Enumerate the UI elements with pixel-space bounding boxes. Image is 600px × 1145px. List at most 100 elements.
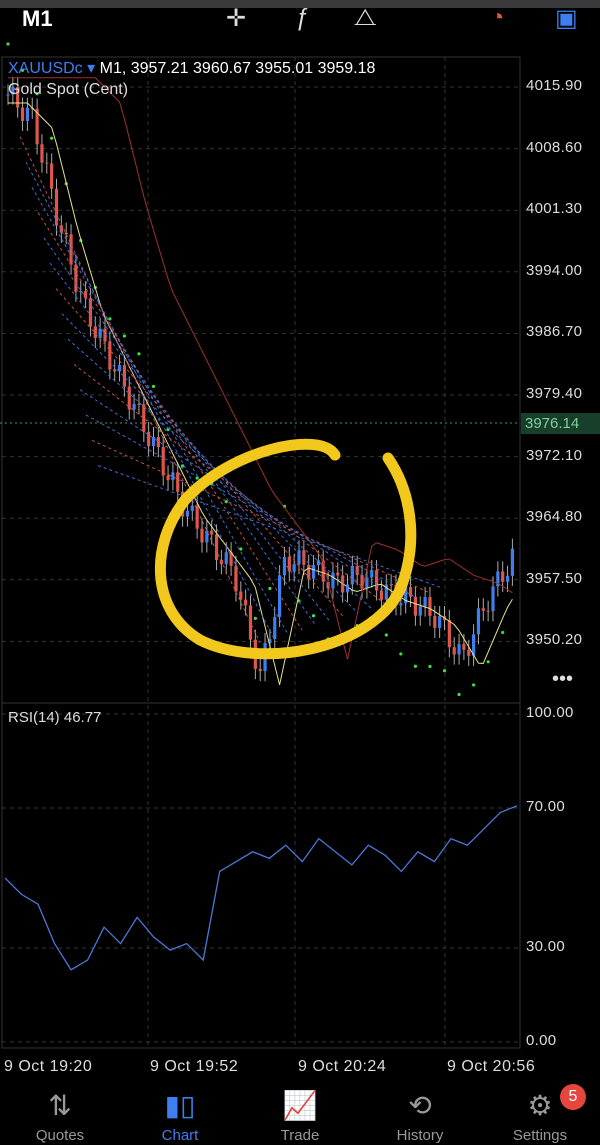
candle (151, 437, 156, 447)
nav-chart[interactable]: ▮▯ Chart (120, 1085, 240, 1144)
candle (88, 298, 93, 327)
trend-line (31, 187, 289, 635)
candle (292, 564, 296, 572)
candle (108, 341, 112, 370)
candle (326, 581, 330, 589)
hand-drawn-circle-annotation (154, 438, 417, 660)
clock-icon[interactable]: ◔ (490, 4, 505, 31)
candle (176, 472, 180, 492)
candle (6, 94, 10, 96)
nav-label: Chart (161, 1127, 199, 1144)
sar-dot (122, 334, 126, 338)
more-icon[interactable]: ••• (552, 668, 574, 690)
indicators-icon[interactable]: ƒ (295, 4, 309, 31)
nav-settings[interactable]: ⚙ Settings (480, 1085, 600, 1144)
candle (501, 571, 505, 582)
nav-trade[interactable]: 📈 Trade (240, 1085, 360, 1144)
candle (350, 565, 354, 585)
candle (214, 534, 219, 561)
objects-icon[interactable]: ⧍ (354, 4, 377, 31)
trend-line (25, 161, 275, 639)
sar-dot (108, 317, 112, 321)
trend-line (91, 439, 429, 593)
nav-history[interactable]: ⟲ History (360, 1085, 480, 1144)
candle (307, 564, 311, 579)
time-tick: 9 Oct 19:52 (150, 1058, 239, 1075)
trade-toggle-icon[interactable]: ▣ (555, 5, 578, 32)
trend-line (85, 414, 415, 597)
candle (389, 584, 393, 586)
candle (171, 472, 175, 481)
candle (370, 570, 374, 578)
candle (205, 530, 209, 543)
sar-dot (442, 669, 447, 673)
sar-dot (501, 630, 505, 635)
sar-dot (239, 547, 243, 551)
symbol-dropdown-icon[interactable]: ▾ (87, 60, 96, 77)
candle (408, 586, 413, 597)
sar-dot (35, 92, 39, 96)
timeframe-button[interactable]: M1 (22, 6, 53, 31)
candle (64, 232, 68, 235)
symbol-line[interactable]: XAUUSDc ▾ M1, 3957.21 3960.67 3955.01 39… (8, 58, 375, 78)
nav-label: History (396, 1127, 444, 1144)
sar-dot (268, 586, 272, 591)
chart-icon: ▮▯ (164, 1090, 196, 1121)
trend-line (67, 338, 373, 610)
trend-line (43, 237, 317, 627)
rsi-line (4, 805, 518, 971)
candle (113, 369, 117, 372)
trend-line (73, 364, 387, 606)
candle (156, 437, 160, 448)
price-tick: 3979.40 (526, 385, 583, 402)
candle (200, 528, 204, 543)
candle (142, 404, 146, 432)
candle (491, 586, 495, 612)
trend-line (37, 212, 303, 631)
candle (185, 510, 190, 517)
candle (297, 550, 301, 565)
candle (457, 643, 461, 655)
candle (282, 556, 287, 576)
current-price-tag: 3976.14 (521, 413, 600, 434)
candle (132, 403, 136, 410)
nav-quotes[interactable]: ⇅ Quotes (0, 1085, 120, 1144)
sar-dot (311, 614, 316, 618)
sar-dot (472, 683, 476, 687)
candle (273, 616, 277, 640)
nav-label: Trade (280, 1127, 320, 1144)
crosshair-icon[interactable]: ✛ (226, 5, 247, 32)
candle (413, 596, 417, 616)
rsi-tick: 0.00 (526, 1032, 557, 1049)
candle (84, 291, 88, 299)
main-pane-frame (1, 56, 521, 704)
trend-line (49, 262, 331, 622)
price-tick: 4008.60 (526, 138, 583, 156)
price-tick: 3950.20 (526, 631, 583, 649)
candle (481, 608, 485, 611)
candle (496, 571, 500, 587)
nav-label: Settings (512, 1127, 568, 1144)
symbol-name[interactable]: XAUUSDc (8, 60, 83, 77)
candle (316, 560, 320, 566)
status-strip (0, 0, 600, 8)
gear-icon: ⚙ (527, 1090, 553, 1121)
rsi-pane-frame (1, 702, 521, 1049)
candle (375, 570, 379, 591)
candle (11, 86, 15, 95)
symbol-description: Gold Spot (Cent) (8, 81, 129, 98)
rsi-tick: 70.00 (526, 798, 566, 815)
candle (127, 386, 131, 410)
price-tick: 3957.50 (526, 569, 583, 587)
candle (59, 225, 63, 233)
candle (287, 556, 291, 572)
candle (147, 431, 151, 447)
sar-dot (428, 664, 432, 669)
trend-line (61, 313, 359, 614)
candle (79, 291, 83, 293)
rsi-label: RSI(14) 46.77 (8, 709, 102, 726)
price-tick: 3964.80 (526, 508, 583, 526)
candle (476, 608, 481, 635)
candle (472, 634, 476, 656)
